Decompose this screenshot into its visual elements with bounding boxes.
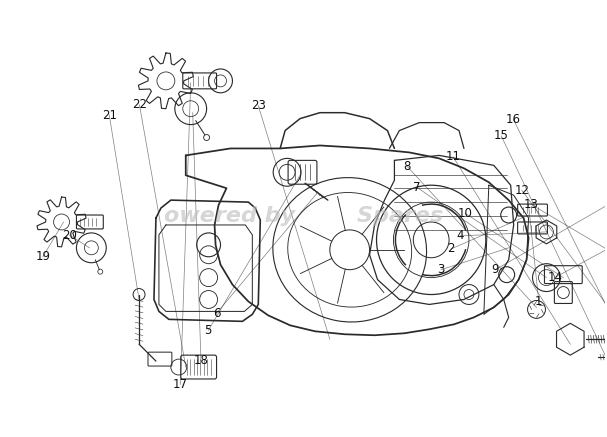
Text: 3: 3 [437, 263, 445, 276]
Text: 15: 15 [494, 129, 509, 142]
Text: 17: 17 [173, 378, 188, 391]
Text: 14: 14 [548, 271, 563, 284]
Text: 2: 2 [447, 243, 455, 255]
Text: owered by        Spares: owered by Spares [164, 206, 443, 226]
Text: 6: 6 [213, 307, 220, 319]
Text: 1: 1 [535, 295, 543, 308]
Text: 13: 13 [524, 198, 539, 211]
Text: 20: 20 [62, 229, 77, 242]
Text: 22: 22 [132, 98, 147, 111]
Text: 12: 12 [514, 184, 529, 197]
Text: 4: 4 [456, 229, 464, 243]
Text: 18: 18 [194, 354, 208, 368]
Text: 5: 5 [205, 324, 212, 337]
Text: 16: 16 [506, 113, 521, 126]
Text: 10: 10 [458, 207, 473, 220]
Text: 23: 23 [251, 99, 266, 112]
Text: 11: 11 [446, 150, 461, 163]
Text: 8: 8 [404, 160, 411, 173]
Text: 7: 7 [413, 181, 421, 194]
Text: 21: 21 [102, 109, 117, 121]
Text: 9: 9 [492, 263, 499, 276]
Text: 19: 19 [35, 250, 50, 263]
